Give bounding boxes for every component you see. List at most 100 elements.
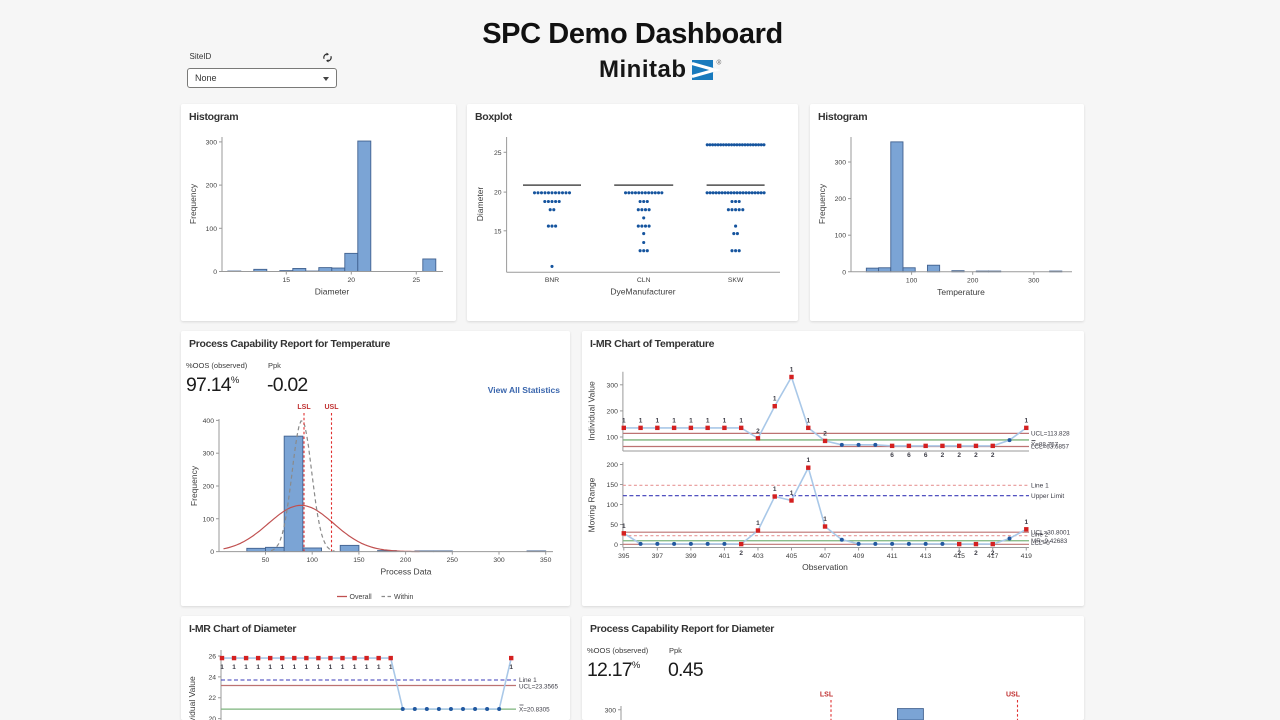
svg-text:395: 395 xyxy=(618,553,630,560)
svg-text:300: 300 xyxy=(493,557,505,564)
svg-text:397: 397 xyxy=(652,553,664,560)
svg-text:1: 1 xyxy=(232,664,236,671)
svg-text:1: 1 xyxy=(739,417,743,424)
svg-text:USL: USL xyxy=(325,404,340,411)
svg-text:Individual Value: Individual Value xyxy=(187,676,197,720)
svg-text:LSL: LSL xyxy=(820,692,834,699)
svg-text:1: 1 xyxy=(389,664,393,671)
svg-text:0: 0 xyxy=(210,549,214,556)
svg-text:CLN: CLN xyxy=(637,277,651,284)
svg-text:LCL=0: LCL=0 xyxy=(1031,540,1050,547)
svg-text:1: 1 xyxy=(365,664,369,671)
svg-text:200: 200 xyxy=(607,462,619,469)
svg-text:20: 20 xyxy=(348,277,356,284)
svg-text:250: 250 xyxy=(447,557,459,564)
svg-text:1: 1 xyxy=(280,664,284,671)
svg-text:2: 2 xyxy=(974,452,978,459)
svg-text:1: 1 xyxy=(317,664,321,671)
svg-text:150: 150 xyxy=(353,557,365,564)
svg-text:300: 300 xyxy=(203,451,215,458)
svg-text:1: 1 xyxy=(268,664,272,671)
svg-text:1: 1 xyxy=(353,664,357,671)
svg-text:200: 200 xyxy=(967,277,979,284)
svg-text:1: 1 xyxy=(1024,519,1028,526)
svg-text:22: 22 xyxy=(208,695,216,702)
svg-text:405: 405 xyxy=(786,553,798,560)
svg-text:1: 1 xyxy=(329,664,333,671)
svg-text:2: 2 xyxy=(823,430,827,437)
svg-text:150: 150 xyxy=(607,482,619,489)
svg-text:2: 2 xyxy=(957,550,961,557)
svg-text:Upper Limit: Upper Limit xyxy=(1031,493,1064,500)
svg-text:1: 1 xyxy=(305,664,309,671)
svg-text:MR=9.42683: MR=9.42683 xyxy=(1031,538,1068,545)
svg-text:411: 411 xyxy=(887,553,898,560)
svg-text:200: 200 xyxy=(835,196,847,203)
svg-text:Frequency: Frequency xyxy=(817,183,827,224)
svg-text:BNR: BNR xyxy=(545,277,559,284)
svg-text:1: 1 xyxy=(622,523,626,530)
svg-text:1: 1 xyxy=(377,664,381,671)
svg-text:15: 15 xyxy=(494,228,502,235)
svg-text:DyeManufacturer: DyeManufacturer xyxy=(610,286,675,296)
svg-text:0: 0 xyxy=(213,269,217,276)
svg-text:50: 50 xyxy=(610,522,618,529)
svg-text:1: 1 xyxy=(806,457,810,464)
svg-text:Frequency: Frequency xyxy=(188,183,198,224)
svg-text:100: 100 xyxy=(607,435,619,442)
svg-text:15: 15 xyxy=(283,277,291,284)
svg-text:100: 100 xyxy=(835,233,847,240)
svg-text:1: 1 xyxy=(806,417,810,424)
svg-text:300: 300 xyxy=(1028,277,1040,284)
svg-text:100: 100 xyxy=(203,516,215,523)
svg-text:2: 2 xyxy=(991,452,995,459)
svg-text:LCL=63.6857: LCL=63.6857 xyxy=(1031,444,1069,451)
svg-text:X=88.757: X=88.757 xyxy=(1031,441,1059,448)
svg-text:409: 409 xyxy=(853,553,865,560)
svg-text:200: 200 xyxy=(607,408,619,415)
svg-text:6: 6 xyxy=(890,452,894,459)
svg-text:300: 300 xyxy=(605,707,617,714)
svg-text:SKW: SKW xyxy=(728,277,744,284)
svg-text:403: 403 xyxy=(752,553,764,560)
svg-text:1: 1 xyxy=(773,396,777,403)
svg-text:400: 400 xyxy=(203,418,215,425)
svg-text:1: 1 xyxy=(823,516,827,523)
svg-text:200: 200 xyxy=(400,557,412,564)
svg-text:1: 1 xyxy=(773,486,777,493)
svg-text:UCL=30.8001: UCL=30.8001 xyxy=(1031,529,1071,536)
svg-text:1: 1 xyxy=(1024,417,1028,424)
svg-text:1: 1 xyxy=(790,490,794,497)
svg-text:X=20.8305: X=20.8305 xyxy=(519,707,550,714)
svg-text:Diameter: Diameter xyxy=(475,187,485,222)
svg-text:20: 20 xyxy=(494,190,502,197)
svg-text:LSL: LSL xyxy=(297,404,311,411)
svg-text:1: 1 xyxy=(244,664,248,671)
svg-text:399: 399 xyxy=(685,553,697,560)
svg-text:300: 300 xyxy=(835,160,847,167)
svg-text:0: 0 xyxy=(842,269,846,276)
svg-text:Individual Value: Individual Value xyxy=(587,381,597,441)
svg-text:300: 300 xyxy=(607,382,619,389)
svg-text:200: 200 xyxy=(206,183,218,190)
svg-text:407: 407 xyxy=(819,553,831,560)
svg-text:2: 2 xyxy=(756,428,760,435)
svg-text:417: 417 xyxy=(987,553,999,560)
svg-text:100: 100 xyxy=(206,226,218,233)
svg-text:Diameter: Diameter xyxy=(315,287,350,297)
svg-text:419: 419 xyxy=(1021,553,1033,560)
svg-text:100: 100 xyxy=(307,557,319,564)
svg-text:UCL=113.828: UCL=113.828 xyxy=(1031,431,1070,438)
svg-text:®: ® xyxy=(717,59,722,67)
svg-text:Line 1: Line 1 xyxy=(519,677,537,684)
svg-text:Overall: Overall xyxy=(350,594,373,601)
svg-text:415: 415 xyxy=(954,553,966,560)
svg-text:1: 1 xyxy=(622,417,626,424)
svg-text:2: 2 xyxy=(991,550,995,557)
svg-text:Line 2: Line 2 xyxy=(1031,531,1049,538)
svg-text:1: 1 xyxy=(220,664,224,671)
svg-text:1: 1 xyxy=(292,664,296,671)
svg-text:1: 1 xyxy=(509,664,513,671)
svg-text:200: 200 xyxy=(203,484,215,491)
svg-text:26: 26 xyxy=(208,654,216,661)
